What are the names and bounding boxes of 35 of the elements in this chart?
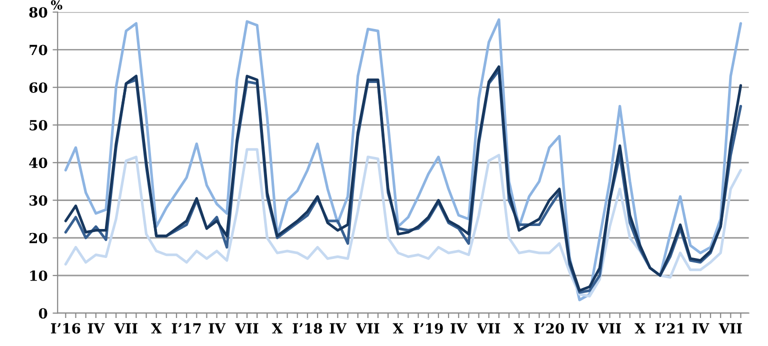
x-tick-label: X bbox=[514, 323, 524, 334]
x-tick-label: VII bbox=[598, 323, 621, 334]
y-axis-title: % bbox=[50, 0, 62, 10]
x-tick-label: IV bbox=[330, 323, 347, 334]
x-tick-label: X bbox=[634, 323, 646, 334]
y-tick-label: 70 bbox=[30, 44, 48, 56]
x-tick-label: I’18 bbox=[292, 323, 322, 334]
y-tick-label: 80 bbox=[29, 7, 48, 18]
x-tick-label: VII bbox=[114, 323, 138, 334]
x-tick-label: VII bbox=[718, 323, 742, 334]
x-tick-label: I’16 bbox=[50, 323, 80, 334]
y-tick-label: 60 bbox=[29, 82, 48, 93]
y-tick-label: 40 bbox=[29, 158, 48, 168]
x-tick-label: IV bbox=[208, 323, 226, 334]
x-tick-label: VII bbox=[476, 323, 500, 334]
x-tick-label: I’21 bbox=[656, 323, 684, 334]
y-tick-label: 30 bbox=[30, 195, 48, 206]
y-tick-label: 10 bbox=[30, 270, 48, 281]
line-series bbox=[64, 18, 742, 302]
x-tick-label: I’20 bbox=[534, 323, 564, 334]
x-tick-label: X bbox=[392, 323, 404, 334]
x-tick-label: I’19 bbox=[414, 323, 443, 334]
x-tick-label: VII bbox=[235, 323, 258, 334]
line-series bbox=[64, 148, 742, 298]
x-tick-label: IV bbox=[450, 323, 468, 334]
y-tick-label: 50 bbox=[30, 120, 48, 130]
x-tick-label: IV bbox=[572, 323, 588, 334]
x-tick-label: X bbox=[151, 323, 162, 334]
x-tick-label: I’17 bbox=[172, 323, 201, 334]
x-tick-label: IV bbox=[88, 323, 105, 334]
y-tick-label: 20 bbox=[29, 232, 48, 244]
x-tick-label: X bbox=[272, 323, 283, 334]
x-tick-label: IV bbox=[692, 323, 710, 334]
y-tick-label: 0 bbox=[38, 308, 48, 319]
x-tick-label: VII bbox=[356, 323, 380, 334]
